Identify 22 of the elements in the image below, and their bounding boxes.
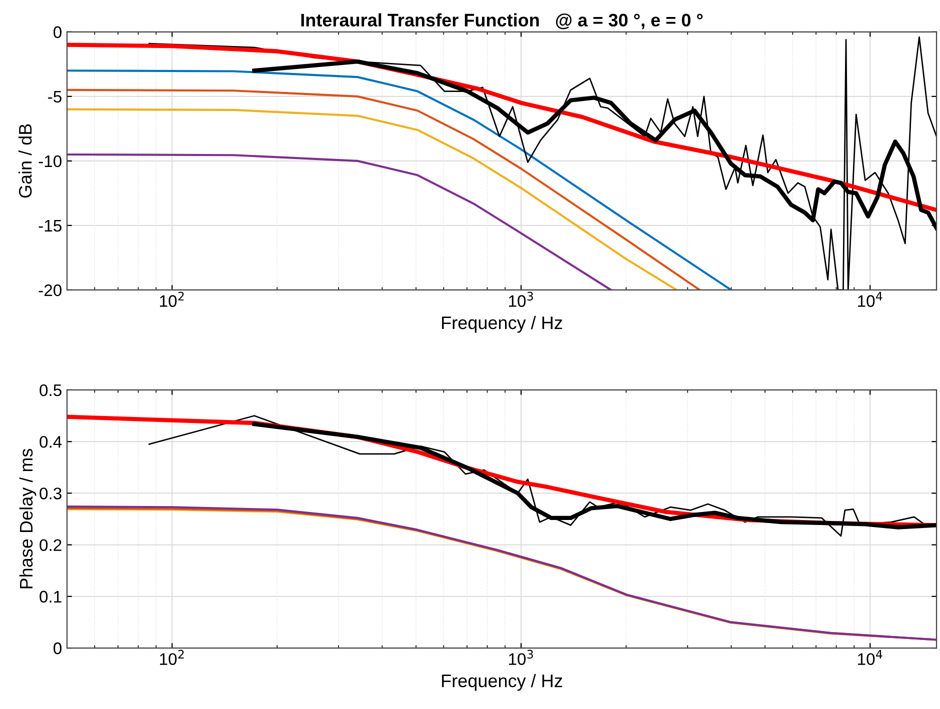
- x-tick-label: 10$^{3}$: [509, 292, 533, 307]
- x-tick-label: 10$^{4}$: [858, 650, 882, 666]
- y-tick-label: 0: [54, 642, 62, 654]
- x-axis-title: Frequency / Hz: [442, 674, 562, 691]
- y-tick-label: -15: [38, 220, 62, 232]
- x-tick-label: 10$^{3}$: [509, 650, 533, 665]
- x-axis-title: Frequency / Hz: [442, 316, 562, 333]
- x-tick-label: 10$^{2}$: [160, 650, 184, 665]
- y-tick-label: -20: [38, 284, 62, 296]
- y-axis-title: Phase Delay / ms: [19, 448, 36, 588]
- y-tick-label: 0: [54, 26, 62, 38]
- y-tick-label: 0.3: [40, 488, 62, 500]
- x-tick-label: 10$^{2}$: [160, 292, 184, 307]
- x-tick-label: 10$^{4}$: [858, 292, 882, 307]
- y-axis-title: Gain / dB: [18, 124, 32, 198]
- y-tick-label: 0.5: [40, 384, 62, 396]
- y-tick-label: -10: [38, 155, 62, 168]
- y-tick-label: 0.4: [40, 436, 62, 448]
- y-tick-label: 0.1: [40, 590, 62, 603]
- y-tick-label: -5: [48, 90, 62, 103]
- y-tick-label: 0.2: [40, 539, 62, 551]
- chart-title: Interaural Transfer Function @ a = 30 °, e = 0 °: [301, 13, 703, 30]
